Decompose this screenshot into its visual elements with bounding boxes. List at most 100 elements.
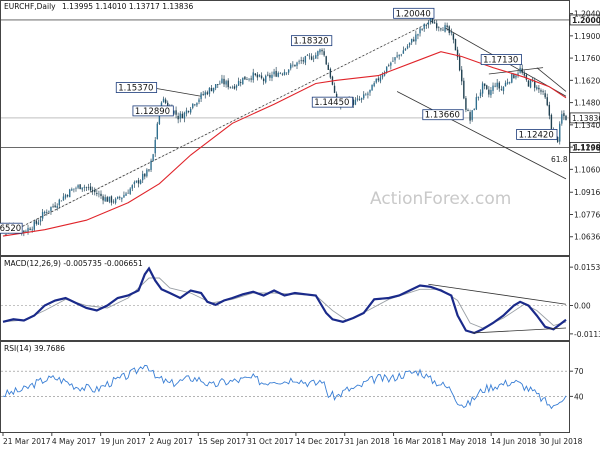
x-axis: 21 Mar 2017 4 May 2017 19 Jun 2017 2 Aug 20… xyxy=(2,432,583,446)
x-tick-label: 14 Jun 2018 xyxy=(491,437,536,446)
annotation-label: 1.15370 xyxy=(118,84,153,94)
candle-body xyxy=(287,69,290,73)
candle-body xyxy=(360,97,363,100)
candle-body xyxy=(192,103,194,108)
trend-line xyxy=(396,91,567,180)
candle-body xyxy=(310,56,313,60)
candle-body xyxy=(492,85,494,91)
candle-body xyxy=(179,113,181,119)
candle-body xyxy=(219,83,221,85)
candle-body xyxy=(162,98,165,103)
candle-body xyxy=(277,72,279,77)
candle-body xyxy=(131,185,133,189)
candle-body xyxy=(388,65,390,67)
candle-body xyxy=(150,160,152,170)
candle-body xyxy=(206,92,209,95)
candle-body xyxy=(208,87,211,94)
candle-body xyxy=(271,74,273,79)
fib-label: 61.8 xyxy=(551,155,568,164)
candle-body xyxy=(262,78,265,82)
candle-body xyxy=(546,97,548,106)
candle-body xyxy=(223,78,225,85)
candle-body xyxy=(417,34,419,36)
candle-body xyxy=(329,68,332,78)
annotation-label: 1.13660 xyxy=(425,111,460,121)
candle-body xyxy=(408,42,411,46)
candle-body xyxy=(473,108,475,111)
price-panel-header: EURCHF,Daily 1.13995 1.14010 1.13717 1.1… xyxy=(4,2,193,11)
rsi-y-tick-label: 40 xyxy=(574,392,584,401)
candle-body xyxy=(221,78,223,84)
macd-header: MACD(12,26,9) -0.005735 -0.006651 xyxy=(4,259,143,268)
candle-body xyxy=(265,75,267,83)
candle-body xyxy=(475,97,478,110)
price-y-axis: 1.20400 1.19000 1.17600 1.16200 1.14800 1.134… xyxy=(569,10,600,242)
candle-body xyxy=(285,72,288,74)
candle-body xyxy=(325,56,327,65)
candle-body xyxy=(240,82,242,83)
candle-body xyxy=(229,86,231,88)
candle-body xyxy=(33,221,35,230)
candle-body xyxy=(486,85,488,90)
candle-body xyxy=(139,180,142,184)
candle-body xyxy=(244,76,246,80)
candle-body xyxy=(496,82,498,87)
candle-body xyxy=(548,104,551,116)
annotation-label: 1.12890 xyxy=(135,107,170,117)
price-panel-frame xyxy=(0,0,570,256)
annotation-box xyxy=(516,129,558,140)
candle-body xyxy=(242,77,244,85)
candle-body xyxy=(233,86,236,89)
candle-body xyxy=(269,74,271,78)
candle-body xyxy=(534,80,536,88)
candle-body xyxy=(25,231,27,233)
candle-body xyxy=(375,78,377,83)
candle-body xyxy=(300,60,302,62)
candle-body xyxy=(121,197,123,200)
candle-body xyxy=(563,113,565,117)
candle-body xyxy=(62,196,65,201)
candle-body xyxy=(64,194,67,198)
price-marker-label: 1.13836 xyxy=(572,114,600,123)
candle-body xyxy=(471,110,473,120)
candle-body xyxy=(200,93,202,100)
annotation-label: 1.20040 xyxy=(396,9,431,19)
x-tick-label: 21 Mar 2017 xyxy=(3,437,51,446)
candle-body xyxy=(142,173,144,181)
candle-body xyxy=(87,187,90,189)
candle-body xyxy=(91,189,94,192)
x-tick-label: 14 Dec 2017 xyxy=(296,437,344,446)
candle-body xyxy=(454,39,457,51)
candle-body xyxy=(275,70,277,77)
price-marker-box xyxy=(569,112,600,124)
candle-body xyxy=(452,33,455,40)
candle-body xyxy=(96,193,98,195)
x-tick-label: 15 Sep 2017 xyxy=(198,437,246,446)
candle-body xyxy=(490,90,492,96)
candle-body xyxy=(436,23,438,29)
annotation-label: 1.12420 xyxy=(519,130,554,140)
macd-divergence-line xyxy=(472,327,567,334)
candle-body xyxy=(183,112,186,119)
price-y-tick-label: 1.09160 xyxy=(574,188,600,197)
price-title: EURCHF,Daily xyxy=(4,2,56,11)
candle-body xyxy=(152,154,154,161)
candle-body xyxy=(50,206,52,211)
candle-body xyxy=(85,187,88,188)
candle-body xyxy=(267,74,269,76)
candle-body xyxy=(327,64,329,70)
candle-body xyxy=(352,99,355,106)
candle-body xyxy=(258,75,261,77)
annotation-box xyxy=(393,7,435,19)
candle-body xyxy=(469,112,471,121)
candle-body xyxy=(110,196,113,203)
annotation-box xyxy=(115,82,158,93)
x-tick-label: 1 May 2018 xyxy=(442,437,486,446)
candle-body xyxy=(173,110,175,114)
candle-body xyxy=(116,196,119,199)
candle-body xyxy=(365,94,367,96)
candle-body xyxy=(83,186,86,188)
candle-body xyxy=(410,38,413,43)
candle-body xyxy=(279,73,282,74)
